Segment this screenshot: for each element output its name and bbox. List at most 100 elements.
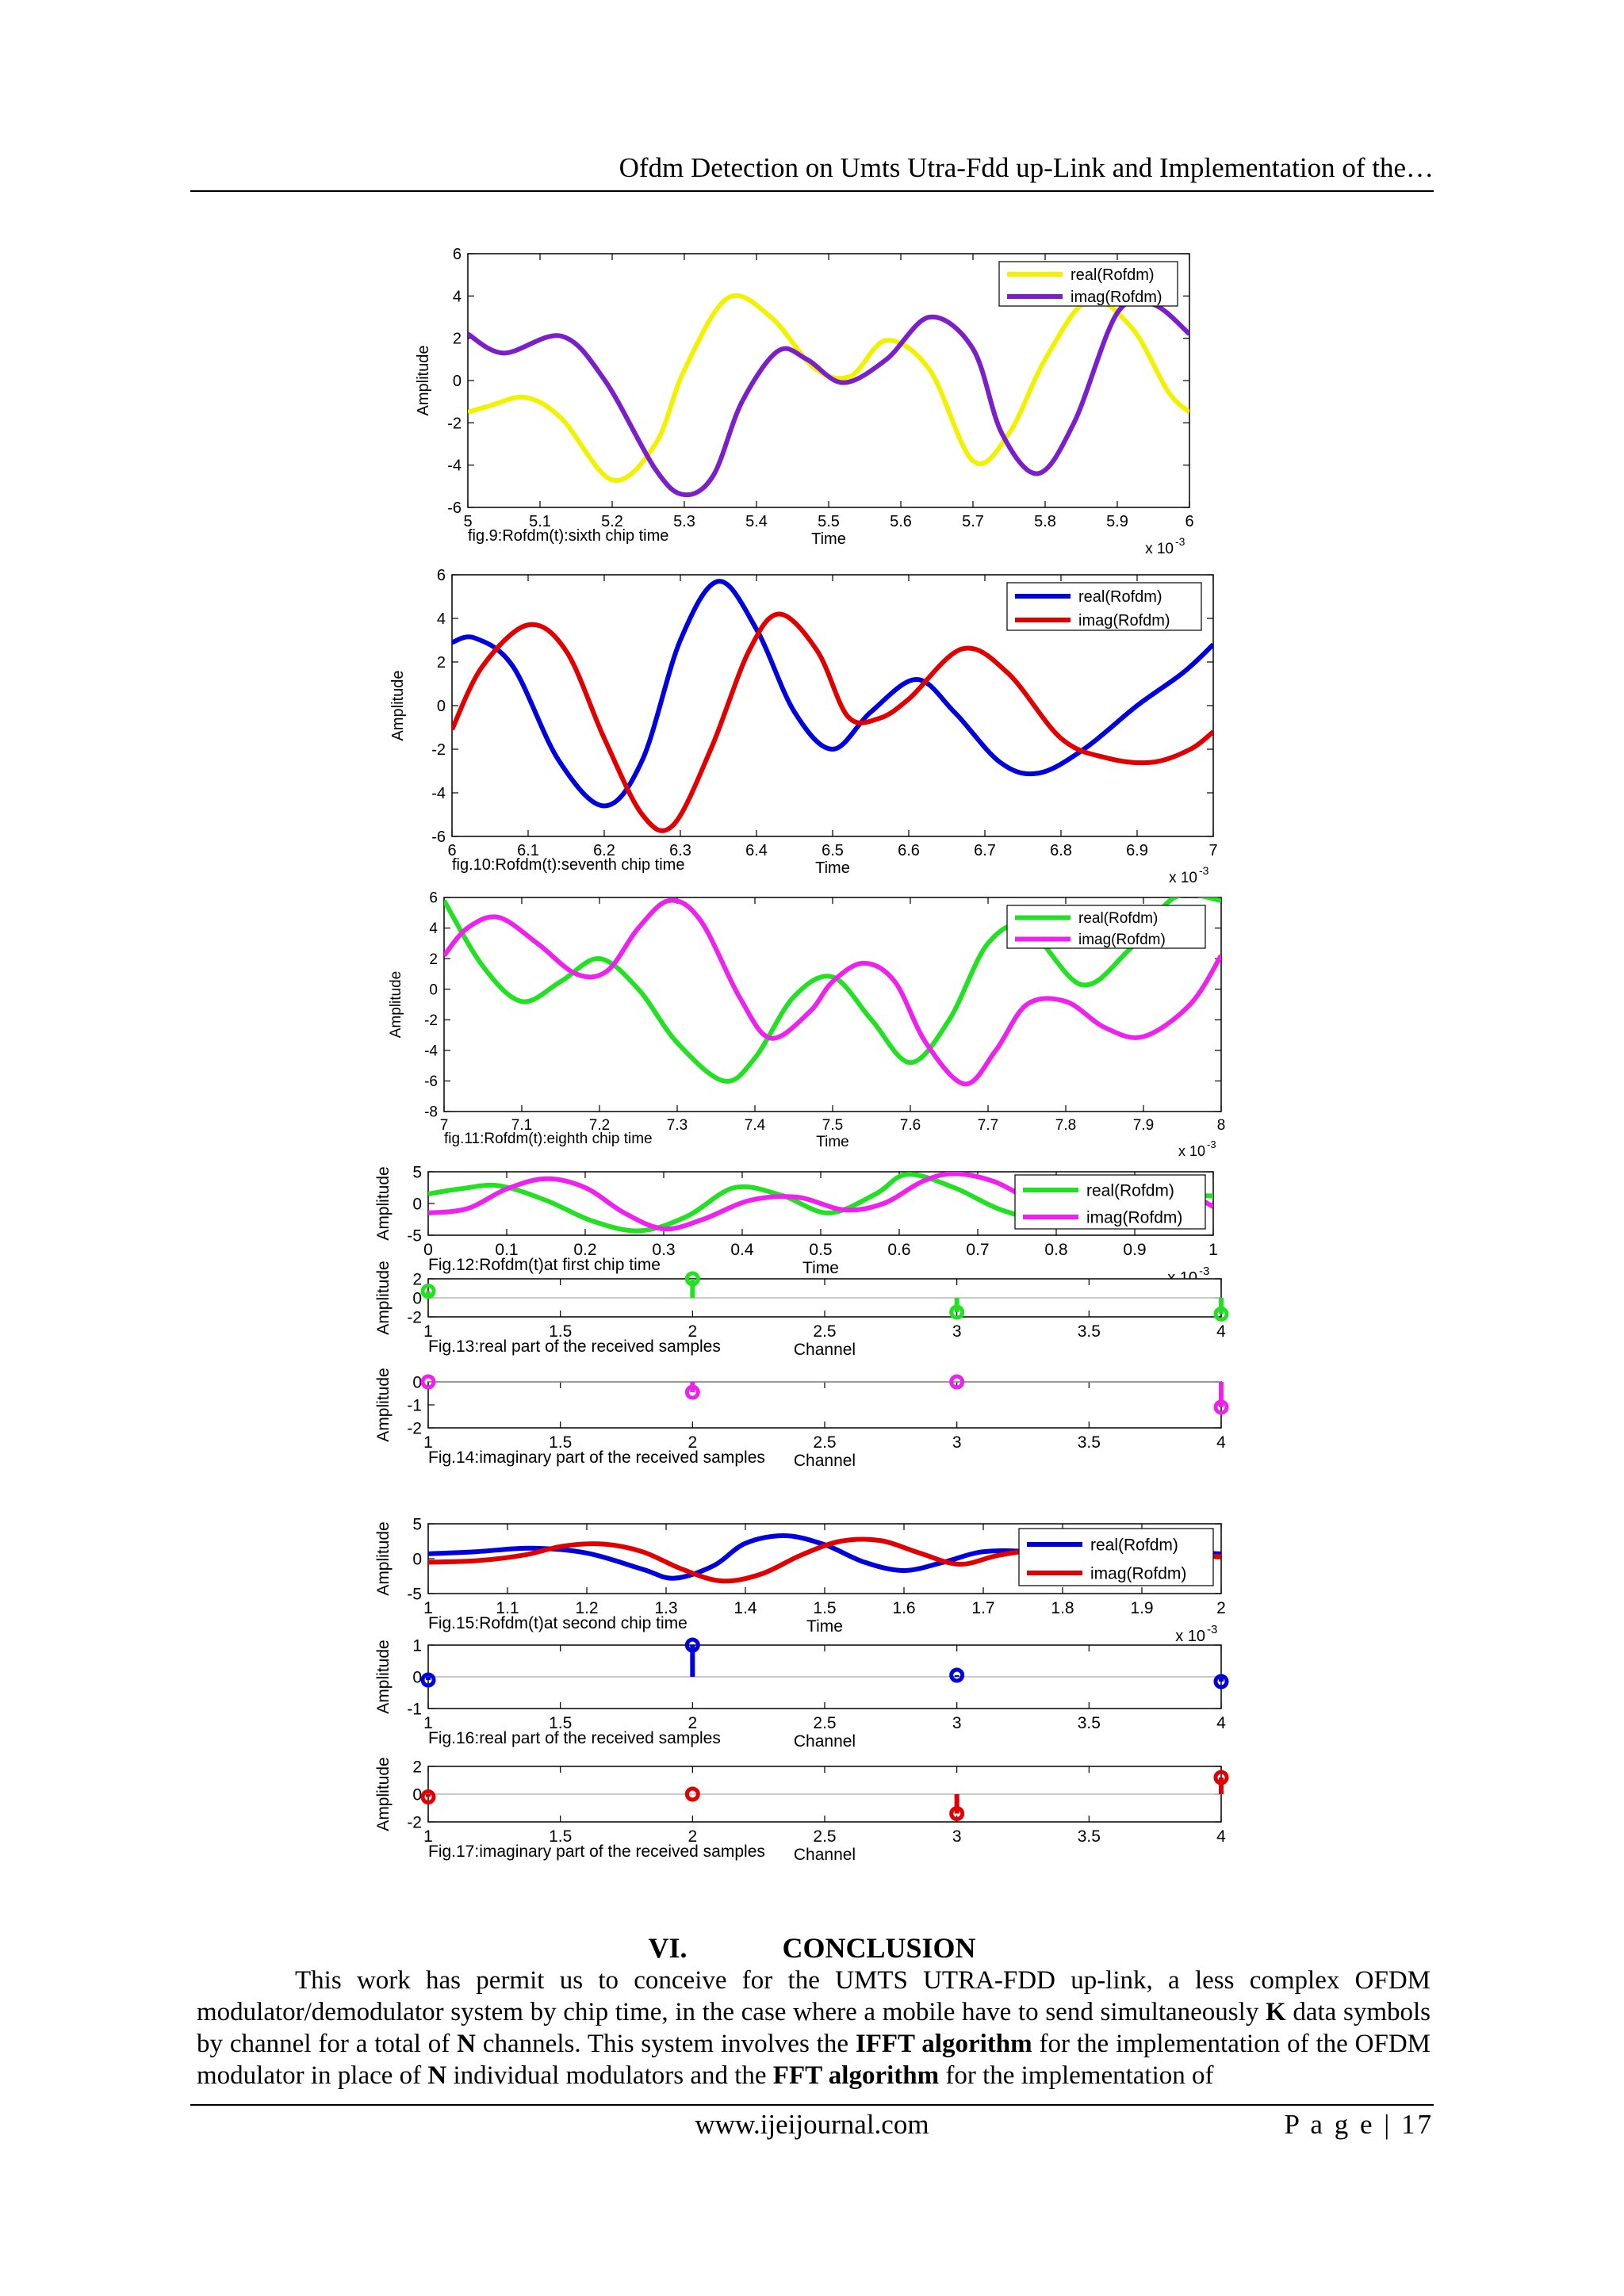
legend-label: imag(Rofdm) xyxy=(1090,1564,1186,1582)
x-tick-label: 6.2 xyxy=(593,842,615,859)
stem-marker xyxy=(949,1304,965,1320)
figure-caption: Fig.13:real part of the received samples xyxy=(428,1337,721,1356)
x-tick-label: 0.7 xyxy=(966,1241,989,1259)
y-tick-label: 6 xyxy=(453,246,462,263)
x-tick-label: 3 xyxy=(952,1827,962,1846)
x-tick-label: 0.2 xyxy=(573,1241,596,1259)
y-tick-label: -2 xyxy=(407,1813,422,1831)
x-tick-label: 0.9 xyxy=(1123,1241,1146,1259)
stem-marker xyxy=(949,1374,965,1390)
x-axis-label: Time xyxy=(811,530,846,548)
x-tick-label: 5.5 xyxy=(818,513,840,530)
y-tick-label: 0 xyxy=(412,1785,422,1804)
section-title: CONCLUSION xyxy=(782,1932,976,1964)
y-tick-label: 0 xyxy=(412,1373,422,1391)
stem-marker xyxy=(1213,1306,1229,1322)
bold-term: FFT algorithm xyxy=(772,2061,940,2090)
x-tick-label: 1.8 xyxy=(1051,1599,1074,1617)
x-tick-label: 6.1 xyxy=(517,842,539,859)
legend-label: imag(Rofdm) xyxy=(1078,612,1170,629)
x-tick-label: 0.4 xyxy=(730,1241,754,1259)
x-tick-label: 3 xyxy=(952,1433,962,1452)
bold-term: N xyxy=(457,2030,476,2058)
figure-17-stem: 1 1.5 2 2.5 3 3.5 4 -2 0 2 Amplitude Channel Fig.17:… xyxy=(374,1757,1229,1864)
x-tick-label: 5.7 xyxy=(962,513,984,530)
bold-term: IFFT algorithm xyxy=(855,2030,1032,2058)
figure-9-plot: 5 5.1 5.2 5.3 5.4 5.5 5.6 5.7 5.8 5.9 6 -6 -4 -2 0 2 4 6 A… xyxy=(415,246,1194,557)
text-run: This work has permit us to conceive for … xyxy=(197,1966,1431,2026)
x-tick-label: 3 xyxy=(952,1714,962,1732)
plot-frame xyxy=(427,1381,1222,1429)
y-axis-label: Amplitude xyxy=(374,1261,393,1334)
x-tick-label: 5.6 xyxy=(890,513,912,530)
footer-rule xyxy=(190,2104,1434,2106)
x-tick-label: 1.6 xyxy=(892,1599,915,1617)
legend-box xyxy=(1014,1174,1206,1230)
y-tick-label: -4 xyxy=(431,785,446,802)
y-tick-label: -6 xyxy=(431,828,446,846)
axis-multiplier: x 10 xyxy=(1178,1143,1205,1159)
x-axis-label: Time xyxy=(815,859,850,877)
figure-15-plot: 1 1.1 1.2 1.3 1.4 1.5 1.6 1.7 1.8 1.9 2 -5 0 5 Amplitu… xyxy=(374,1515,1226,1645)
axis-exponent: -3 xyxy=(1175,535,1185,548)
footer-page-number: P a g e | 17 xyxy=(1284,2109,1434,2140)
figure-11-plot: 7 7.1 7.2 7.3 7.4 7.5 7.6 7.7 7.8 7.9 8 -8 -6 -4 -2 0 2 4… xyxy=(388,890,1226,1159)
figure-13-stem: 1 1.5 2 2.5 3 3.5 4-202AmplitudeChannelFig.13:… xyxy=(374,1261,1229,1359)
x-tick-label: 0.1 xyxy=(495,1241,518,1259)
axis-exponent: -3 xyxy=(1207,1623,1217,1636)
x-tick-label: 2 xyxy=(688,1322,697,1341)
x-tick-label: 1 xyxy=(423,1714,433,1732)
x-tick-label: 3.5 xyxy=(1078,1433,1101,1452)
x-tick-label: 4 xyxy=(1216,1433,1226,1452)
x-tick-label: 0 xyxy=(423,1241,433,1259)
x-tick-label: 7.1 xyxy=(511,1117,532,1134)
x-axis-label: Channel xyxy=(794,1341,856,1359)
x-tick-label: 7.3 xyxy=(667,1117,688,1134)
x-tick-label: 1.4 xyxy=(733,1599,757,1617)
x-tick-label: 1.5 xyxy=(549,1827,572,1846)
figure-caption: fig.9:Rofdm(t):sixth chip time xyxy=(468,527,668,545)
y-tick-label: -5 xyxy=(407,1226,422,1245)
y-axis-label: Amplitude xyxy=(374,1640,393,1713)
x-tick-label: 2 xyxy=(1216,1599,1226,1617)
y-tick-label: -6 xyxy=(424,1073,438,1090)
series-line-real xyxy=(444,897,1221,1084)
x-tick-label: 7.2 xyxy=(589,1117,610,1134)
legend-label: real(Rofdm) xyxy=(1071,266,1155,284)
y-axis-label: Amplitude xyxy=(374,1166,393,1240)
x-tick-label: 5.9 xyxy=(1106,513,1128,530)
x-tick-label: 8 xyxy=(1217,1117,1226,1134)
y-tick-label: 6 xyxy=(429,890,438,907)
stem-marker xyxy=(420,1284,436,1299)
y-tick-label: 2 xyxy=(437,654,446,672)
text-run: for the implementation of the OFDM modul… xyxy=(197,2030,1431,2090)
x-tick-label: 7.7 xyxy=(978,1117,998,1134)
y-tick-label: 2 xyxy=(412,1758,422,1776)
figure-caption: Fig.15:Rofdm(t)at second chip time xyxy=(428,1614,688,1632)
figure-caption: fig.11:Rofdm(t):eighth chip time xyxy=(444,1131,653,1147)
y-tick-label: -4 xyxy=(424,1043,438,1060)
axis-multiplier: x 10 xyxy=(1175,1628,1205,1645)
x-tick-label: 7.8 xyxy=(1055,1117,1076,1134)
x-tick-label: 6.8 xyxy=(1050,842,1072,859)
stem-marker xyxy=(1213,1674,1229,1689)
y-tick-label: -2 xyxy=(447,415,462,432)
x-axis-label: Time xyxy=(802,1259,839,1277)
stem-marker xyxy=(684,1384,700,1400)
x-tick-label: 1.5 xyxy=(549,1433,572,1452)
series-line-real xyxy=(452,579,1213,809)
x-tick-label: 1 xyxy=(423,1322,433,1341)
x-tick-label: 2.5 xyxy=(813,1714,836,1732)
stem-marker xyxy=(684,1786,700,1802)
y-tick-label: 4 xyxy=(437,610,446,628)
x-tick-label: 2 xyxy=(688,1827,697,1846)
legend-label: real(Rofdm) xyxy=(1078,588,1162,606)
y-tick-label: 5 xyxy=(412,1163,422,1181)
y-tick-label: -2 xyxy=(407,1308,422,1326)
y-tick-label: -5 xyxy=(407,1585,422,1603)
stem-marker xyxy=(1213,1399,1229,1415)
legend-label: real(Rofdm) xyxy=(1078,910,1158,927)
x-tick-label: 6.3 xyxy=(669,842,691,859)
x-tick-label: 0.3 xyxy=(652,1241,675,1259)
section-number: VI. xyxy=(648,1932,688,1964)
